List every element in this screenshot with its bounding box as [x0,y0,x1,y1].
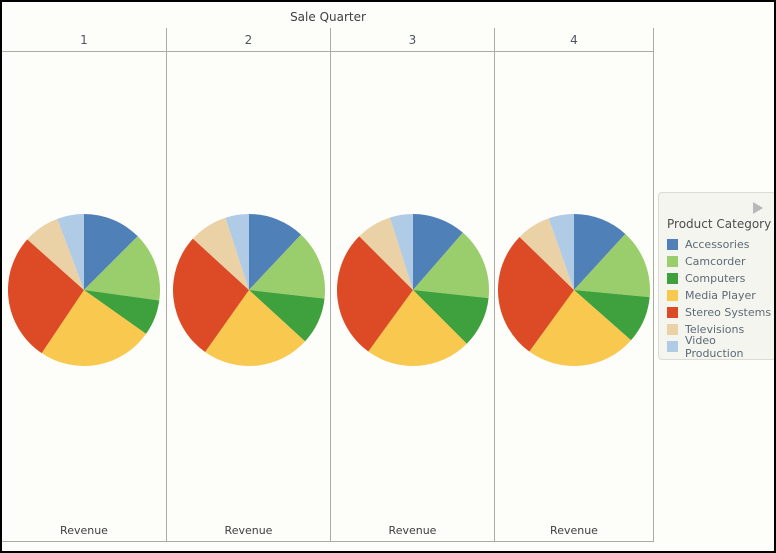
panel-header-q4: 4 [495,28,653,52]
trellis-panel-q2: 2 Revenue [167,28,331,542]
pie-slice-televisions[interactable] [358,217,413,290]
pie-slice-stereo-systems[interactable] [7,239,85,354]
trellis-panel-q4: 4 Revenue [495,28,654,542]
legend-item-media-player[interactable]: Media Player [667,287,774,304]
trellis-columns: 1 Revenue 2 Revenue 3 Revenue [2,28,654,542]
panel-body-q4: Revenue [495,52,653,542]
pie-slice-televisions[interactable] [27,218,85,290]
legend-item-label: Televisions [685,323,745,336]
legend-item-label: Accessories [685,238,750,251]
pie-slice-camcorder[interactable] [412,232,489,299]
legend-item-camcorder[interactable]: Camcorder [667,253,774,270]
legend-item-stereo-systems[interactable]: Stereo Systems [667,304,774,321]
legend-panel: Product Category Accessories Camcorder C… [658,192,774,360]
legend-swatch-icon [667,341,678,352]
pie-slice-computers[interactable] [574,290,650,341]
pie-slice-media-player[interactable] [41,290,147,367]
pie-slice-video-production[interactable] [548,214,574,290]
x-axis-label[interactable]: Revenue [224,524,273,537]
pie-slice-camcorder[interactable] [574,233,650,298]
legend-item-label: Video Production [685,333,744,360]
pie-chart-q4[interactable] [497,213,651,367]
trellis-axis-title[interactable]: Sale Quarter [290,10,366,24]
pie-slice-computers[interactable] [248,290,325,342]
trellis-panel-q3: 3 Revenue [331,28,495,542]
panel-header-label: 1 [80,32,88,47]
panel-header-label: 2 [244,32,253,47]
x-axis-label[interactable]: Revenue [388,524,437,537]
pie-slice-televisions[interactable] [192,217,249,290]
legend-item-label: Media Player [685,289,756,302]
panel-header-label: 3 [408,32,417,47]
x-axis-label[interactable]: Revenue [60,524,108,537]
legend-swatch-icon [667,290,678,301]
legend-item-accessories[interactable]: Accessories [667,236,774,253]
pie-slice-media-player[interactable] [529,290,632,367]
legend-title[interactable]: Product Category [667,217,772,231]
pie-slice-accessories[interactable] [84,214,138,290]
legend-swatch-icon [667,324,678,335]
panel-header-q1: 1 [2,28,166,52]
legend-item-computers[interactable]: Computers [667,270,774,287]
pie-slice-computers[interactable] [84,290,160,334]
legend-item-label: Camcorder [685,255,746,268]
pie-slice-stereo-systems[interactable] [497,236,574,352]
legend-item-label: Stereo Systems [685,306,772,319]
pie-chart-q2[interactable] [172,213,326,367]
pie-slice-televisions[interactable] [519,218,574,290]
trellis-panel-q1: 1 Revenue [2,28,167,542]
pie-slice-accessories[interactable] [574,214,626,290]
pie-slice-stereo-systems[interactable] [172,238,249,353]
pie-slice-camcorder[interactable] [248,234,325,299]
pie-slice-stereo-systems[interactable] [336,236,413,352]
pie-slice-media-player[interactable] [204,290,305,367]
pie-slice-accessories[interactable] [248,214,301,290]
pie-slice-media-player[interactable] [367,290,467,367]
panel-body-q1: Revenue [2,52,166,542]
legend-collapse-arrow-icon[interactable] [753,202,763,214]
legend-items: Accessories Camcorder Computers Media Pl… [667,236,774,360]
panel-header-label: 4 [570,32,578,47]
pie-chart-q3[interactable] [336,213,490,367]
pie-slice-camcorder[interactable] [84,236,161,301]
x-axis-label[interactable]: Revenue [550,524,598,537]
legend-swatch-icon [667,273,678,284]
legend-swatch-icon [667,307,678,318]
pie-chart-q1[interactable] [7,213,161,367]
pie-slice-accessories[interactable] [412,214,463,290]
panel-header-q2: 2 [167,28,330,52]
pie-slice-video-production[interactable] [57,214,84,290]
pie-slice-computers[interactable] [412,290,489,344]
legend-swatch-icon [667,256,678,267]
panel-body-q3: Revenue [331,52,494,542]
pie-slice-video-production[interactable] [225,214,249,290]
legend-item-video-production[interactable]: Video Production [667,334,774,360]
pie-slice-video-production[interactable] [389,214,413,290]
panel-body-q2: Revenue [167,52,330,542]
panel-header-q3: 3 [331,28,494,52]
legend-item-label: Computers [685,272,746,285]
legend-item-televisions[interactable]: Televisions [667,321,774,338]
legend-swatch-icon [667,239,678,250]
